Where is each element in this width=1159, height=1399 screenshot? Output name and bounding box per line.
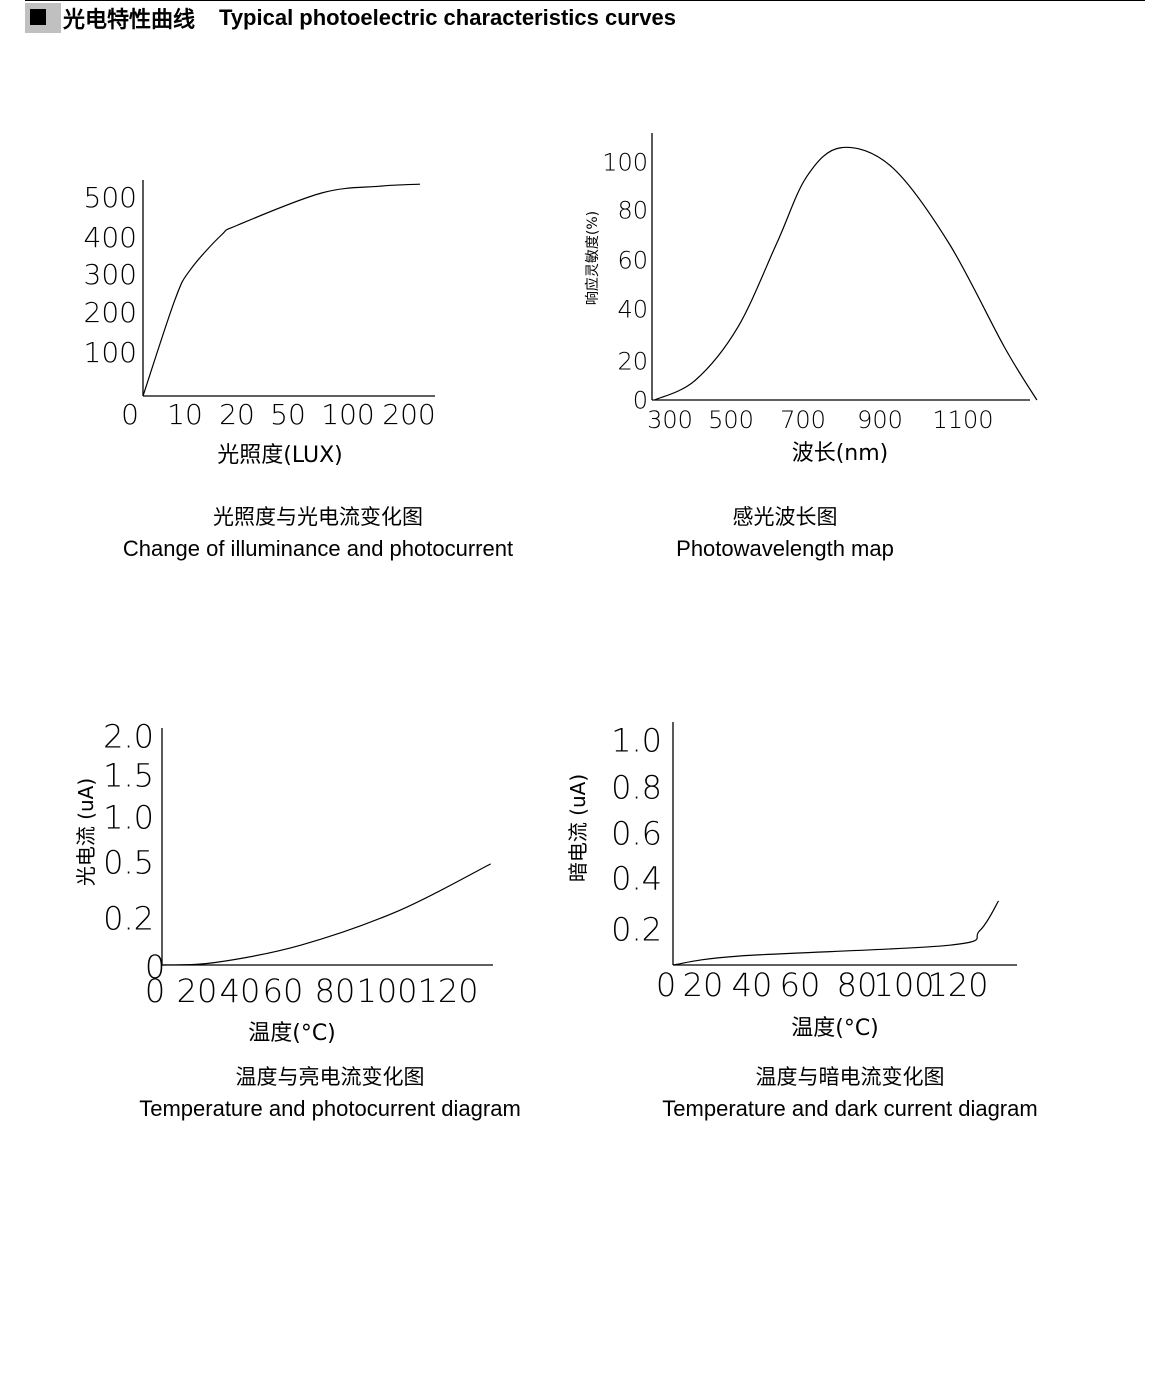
y-tick-label: 0: [633, 387, 648, 415]
x-axis-label: 温度(°C): [791, 1016, 879, 1041]
chart3-title: Temperature and photocurrent diagram: [139, 1096, 521, 1121]
x-axis-label: 光照度(LUX): [217, 443, 343, 468]
curve-series: [142, 183, 421, 397]
x-tick-label: 20: [177, 972, 218, 1010]
y-tick-label: 0.8: [611, 769, 662, 807]
chart2-title-cn: 感光波长图: [732, 505, 838, 529]
y-tick-label: 60: [617, 247, 648, 275]
x-axis-label: 波长(nm): [792, 441, 889, 466]
section-header: 光电特性曲线 Typical photoelectric characteris…: [25, 3, 676, 33]
x-tick-label: 500: [708, 406, 754, 434]
x-tick-label: 60: [263, 972, 304, 1010]
chart3-title-cn: 温度与亮电流变化图: [235, 1065, 425, 1089]
x-tick-label: 20: [683, 966, 724, 1004]
chart1-caption: 光照度与光电流变化图 Change of illuminance and pho…: [123, 501, 513, 565]
y-tick-label: 100: [84, 336, 137, 369]
chart2-caption: 感光波长图 Photowavelength map: [676, 501, 894, 565]
y-tick-label: 100: [602, 149, 648, 177]
y-tick-label: 2.0: [103, 718, 154, 756]
x-tick-label: 40: [220, 972, 261, 1010]
y-tick-label: 0.2: [611, 911, 662, 949]
chart2-title: Photowavelength map: [676, 536, 894, 561]
y-tick-label: 0.5: [103, 844, 154, 882]
x-tick-label: 0: [145, 972, 165, 1010]
chart4-caption: 温度与暗电流变化图 Temperature and dark current d…: [662, 1061, 1037, 1125]
origin-label: 0: [145, 948, 165, 986]
chart3-caption: 温度与亮电流变化图 Temperature and photocurrent d…: [139, 1061, 521, 1125]
x-tick-label: 900: [857, 406, 903, 434]
y-tick-label: 500: [84, 181, 137, 214]
x-tick-label: 100: [356, 972, 417, 1010]
x-tick-label: 1100: [932, 406, 993, 434]
chart-3: 0 20 40 60 80 100 120 0.2 0.5 1.0 1.52.0 0 温度(°C) 光电流…: [74, 718, 493, 1046]
x-tick-label: 120: [927, 966, 988, 1004]
y-tick-label: 0.4: [611, 860, 662, 898]
y-tick-label: 0.2: [103, 900, 154, 938]
x-axis-label: 温度(°C): [248, 1021, 336, 1046]
x-tick-label: 100: [321, 398, 374, 431]
y-tick-label: 300: [84, 258, 137, 291]
y-tick-label: 40: [617, 296, 648, 324]
x-tick-label: 300: [647, 406, 693, 434]
chart-2: 300 500 700 900 1100 0 20 40 60 80 100 波长(nm) 响应灵敏度(…: [584, 133, 1038, 466]
y-axis-label: 光电流 (uA): [74, 778, 98, 886]
x-tick-label: 0: [121, 398, 139, 431]
header-title-cn: 光电特性曲线: [63, 7, 196, 32]
curve-series: [161, 863, 491, 966]
x-tick-label: 40: [732, 966, 773, 1004]
x-tick-label: 50: [270, 398, 306, 431]
y-tick-label: 1.5: [103, 757, 154, 795]
chart1-title-cn: 光照度与光电流变化图: [213, 505, 423, 529]
y-tick-label: 1.0: [103, 799, 154, 837]
y-tick-label: 0.6: [611, 815, 662, 853]
chart4-title: Temperature and dark current diagram: [662, 1096, 1038, 1121]
x-tick-label: 60: [780, 966, 821, 1004]
x-tick-label: 10: [167, 398, 203, 431]
y-axis-label: 响应灵敏度(%): [584, 211, 601, 305]
y-tick-label: 80: [617, 197, 648, 225]
x-tick-label: 80: [837, 966, 878, 1004]
square-bullet-icon: [25, 3, 61, 33]
y-tick-label: 20: [617, 348, 648, 376]
x-tick-label: 20: [219, 398, 255, 431]
curve-series: [654, 146, 1038, 401]
y-axis-label: 暗电流 (uA): [566, 774, 590, 882]
x-tick-label: 100: [873, 966, 934, 1004]
chart4-title-cn: 温度与暗电流变化图: [755, 1065, 945, 1089]
top-rule: [25, 0, 1145, 1]
header-title-en: Typical photoelectric characteristics cu…: [219, 5, 676, 30]
x-tick-label: 200: [382, 398, 435, 431]
x-tick-label: 80: [315, 972, 356, 1010]
y-tick-label: 1.0: [611, 722, 662, 760]
x-tick-label: 120: [417, 972, 478, 1010]
y-tick-label: 200: [84, 296, 137, 329]
x-tick-label: 0: [656, 966, 676, 1004]
curve-series: [672, 900, 1000, 966]
y-tick-label: 400: [84, 221, 137, 254]
x-tick-label: 700: [780, 406, 826, 434]
chart1-title: Change of illuminance and photocurrent: [122, 536, 514, 561]
